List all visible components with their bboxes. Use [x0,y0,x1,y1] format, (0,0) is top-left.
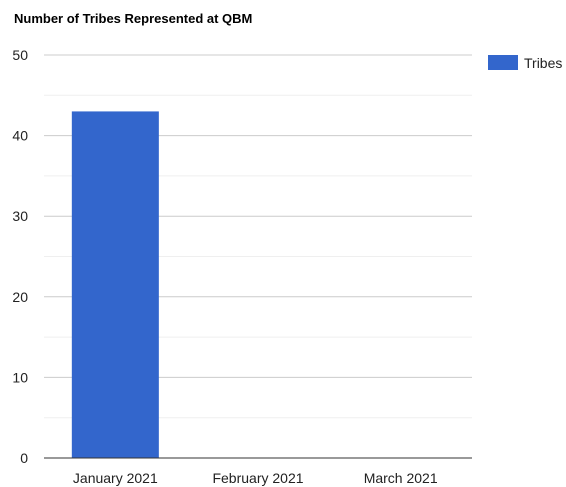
legend-label: Tribes [524,55,562,71]
x-tick-label: March 2021 [364,470,438,486]
y-tick-label: 40 [12,128,28,144]
y-tick-label: 30 [12,208,28,224]
legend: Tribes [488,55,562,71]
chart-title: Number of Tribes Represented at QBM [14,11,252,26]
axes: 0 10 20 30 40 50 January 2021 February 2021 Marc… [12,47,472,486]
legend-swatch [488,55,518,70]
bar [71,111,159,459]
x-tick-label: January 2021 [73,470,158,486]
x-tick-label: February 2021 [212,470,303,486]
y-tick-label: 0 [20,450,28,466]
bars [71,111,159,459]
y-tick-label: 50 [12,47,28,63]
y-tick-label: 20 [12,289,28,305]
y-tick-label: 10 [12,369,28,385]
